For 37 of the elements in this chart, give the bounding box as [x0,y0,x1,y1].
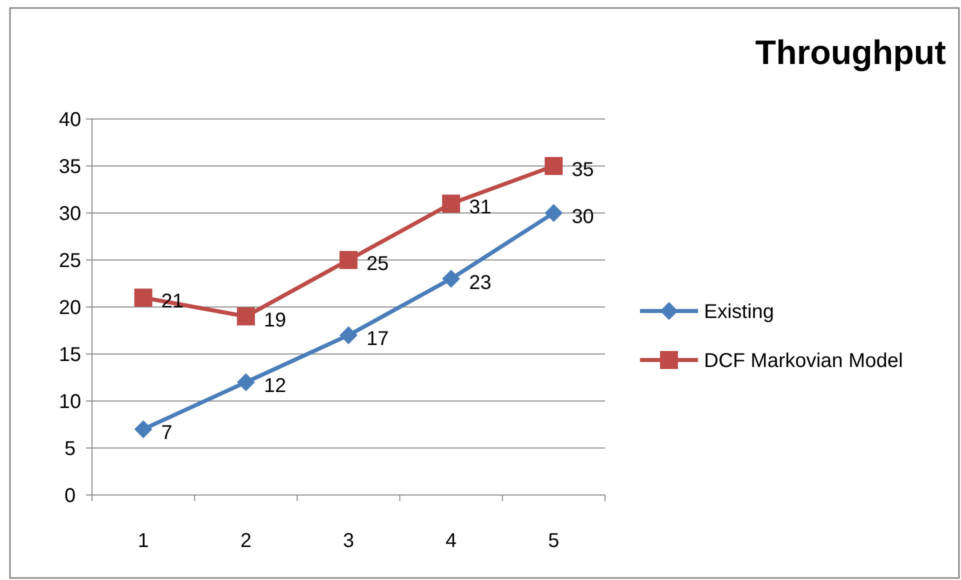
y-tick-label: 25 [58,250,82,272]
data-label: 19 [264,309,286,332]
x-tick-label: 5 [548,530,560,552]
data-label: 31 [469,196,492,219]
data-label: 7 [161,422,172,444]
data-label: 25 [366,253,389,275]
point [236,373,255,392]
x-tick-label: 2 [240,530,252,552]
point [544,157,563,175]
point [340,326,358,344]
y-tick-label: 20 [58,297,82,319]
point [442,270,460,288]
y-tick-label: 40 [58,109,82,131]
point [544,204,563,222]
data-label: 23 [469,272,492,294]
y-tick-label: 10 [58,391,82,413]
y-tick-label: 35 [58,156,82,178]
point [340,251,358,269]
point [236,307,255,326]
x-tick-label: 3 [342,530,354,552]
y-tick-label: 0 [64,485,76,507]
x-tick-label: 1 [138,530,149,552]
text: Throughput [755,34,946,72]
data-label: 30 [572,206,594,228]
y-tick-label: 15 [58,344,82,366]
y-tick-label: 30 [58,203,82,225]
data-label: 35 [572,159,594,181]
data-label: 21 [161,290,184,313]
point [134,288,152,307]
legend-label: Existing [704,301,774,323]
data-label: 17 [366,328,389,350]
point [442,194,460,213]
point [134,420,152,438]
legend-label: DCF Markovian Model [704,350,903,372]
data-label: 12 [264,375,286,398]
y-tick-label: 5 [64,438,76,460]
x-tick-label: 4 [446,530,457,552]
